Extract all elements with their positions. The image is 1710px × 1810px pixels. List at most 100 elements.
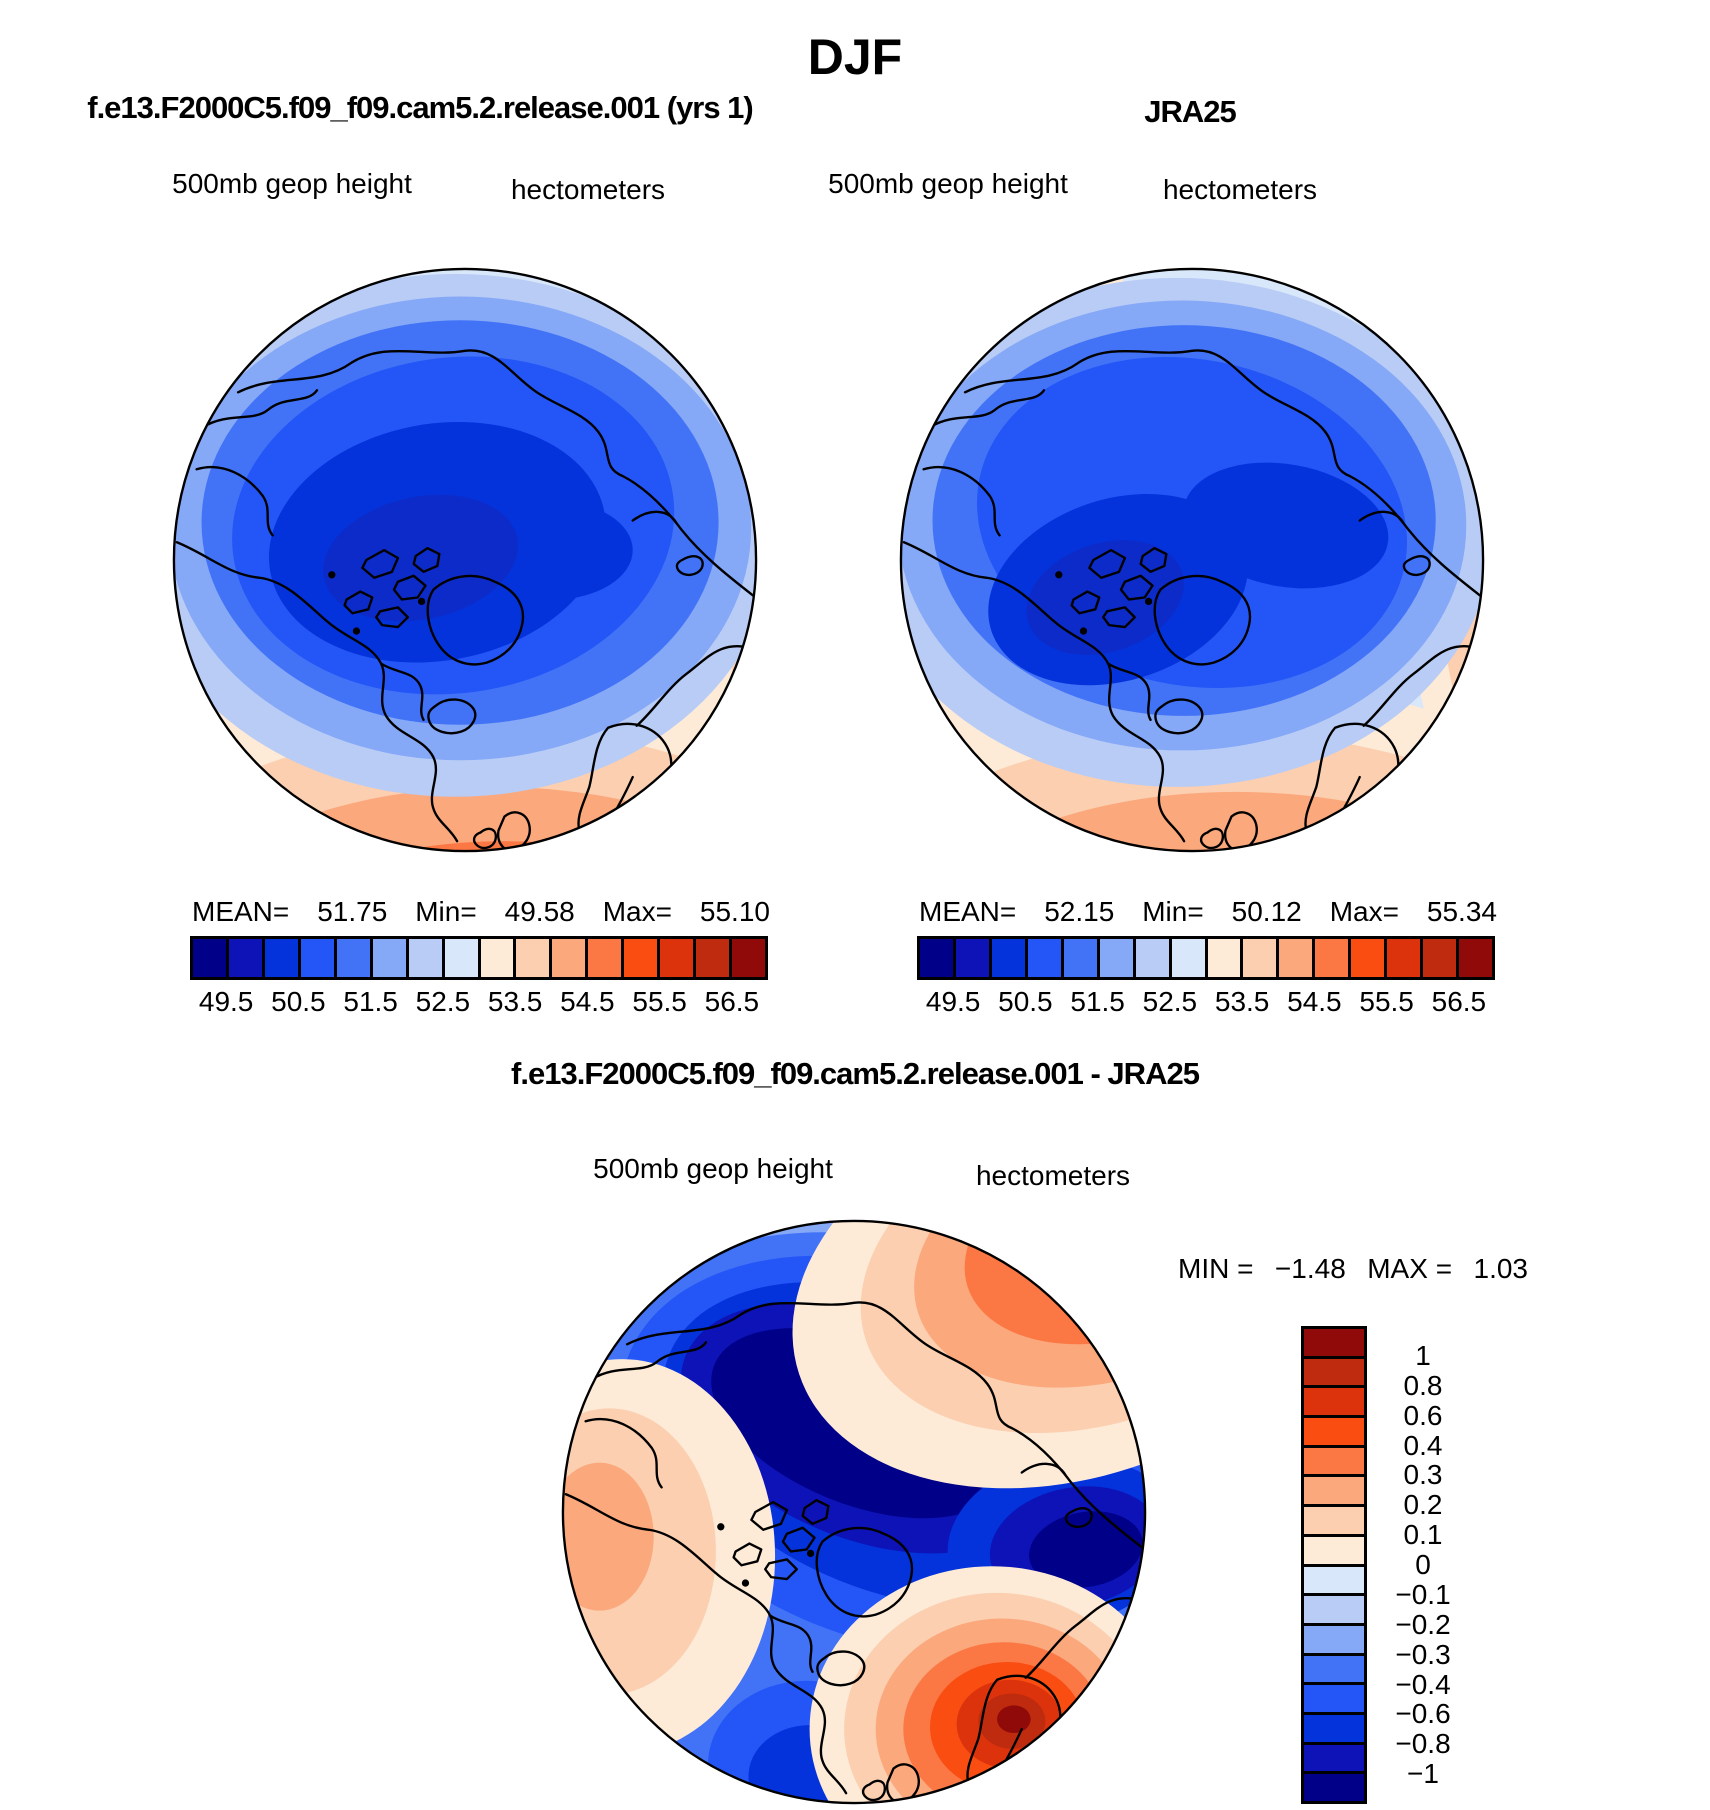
- colorbar-tick-label: 51.5: [343, 986, 398, 1017]
- diff-colorbar: 1 0.8 0.6 0.4 0.3 0.2 0.1 0 −0.1 −0.2 −0.3 −0.4 −0.6…: [1301, 1326, 1451, 1804]
- colorbar-cell: [1304, 1682, 1364, 1712]
- colorbar-cell: [1304, 1563, 1364, 1594]
- model-units-label: hectometers: [510, 174, 666, 205]
- obs-min-value: 50.12: [1231, 896, 1302, 927]
- colorbar-cell: [1304, 1771, 1364, 1801]
- model-min-label: Min=: [415, 896, 477, 927]
- colorbar-cell: [585, 939, 622, 977]
- diff-max-value: 1.03: [1473, 1253, 1529, 1284]
- colorbar-cell: [1060, 939, 1097, 977]
- colorbar-tick-label: −0.6: [1395, 1698, 1451, 1730]
- colorbar-cell: [1168, 939, 1205, 977]
- model-max-label: Max=: [602, 896, 672, 927]
- colorbar-cell: [1276, 939, 1313, 977]
- colorbar-cell: [1304, 1385, 1364, 1416]
- colorbar-tick-label: 1: [1415, 1339, 1431, 1371]
- colorbar-tick-label: 55.5: [632, 986, 687, 1017]
- colorbar-cell: [1096, 939, 1133, 977]
- colorbar-cell: [1304, 1711, 1364, 1742]
- colorbar-tick-label: 0.8: [1403, 1369, 1443, 1401]
- colorbar-tick-label: 52.5: [1142, 986, 1198, 1017]
- diff-max-label: MAX =: [1367, 1253, 1453, 1284]
- colorbar-tick-label: 56.5: [704, 986, 760, 1017]
- colorbar-cell: [1304, 1444, 1364, 1475]
- obs-units-label: hectometers: [1162, 174, 1318, 205]
- obs-field-label: 500mb geop height: [828, 168, 1068, 199]
- colorbar-tick-label: 53.5: [487, 986, 543, 1017]
- colorbar-cell: [1304, 1741, 1364, 1772]
- colorbar-tick-label: −0.8: [1395, 1728, 1451, 1760]
- obs-panel-title: JRA25: [1144, 94, 1237, 129]
- model-map: [172, 267, 758, 853]
- diff-field-label: 500mb geop height: [593, 1153, 833, 1184]
- colorbar-tick-label: −0.3: [1395, 1638, 1451, 1670]
- colorbar-tick-label: 49.5: [198, 986, 254, 1017]
- obs-max-label: Max=: [1329, 896, 1399, 927]
- obs-max-value: 55.34: [1426, 896, 1497, 927]
- obs-contour-field: [900, 268, 1484, 852]
- colorbar-cell: [261, 939, 298, 977]
- colorbar-cell: [549, 939, 586, 977]
- colorbar-cell: [1304, 1504, 1364, 1534]
- page-title: DJF: [807, 29, 903, 85]
- colorbar-cell: [1304, 1474, 1364, 1505]
- colorbar-cell: [657, 939, 694, 977]
- colorbar-tick-label: 54.5: [560, 986, 615, 1017]
- colorbar-cell: [1312, 939, 1349, 977]
- colorbar-cell: [1456, 939, 1492, 977]
- colorbar-cell: [1132, 939, 1169, 977]
- colorbar-cell: [193, 939, 226, 977]
- diff-units-label: hectometers: [975, 1160, 1131, 1191]
- obs-mean-value: 52.15: [1044, 896, 1115, 927]
- colorbar-tick-label: 0.4: [1403, 1429, 1443, 1461]
- model-mean-label: MEAN=: [192, 896, 290, 927]
- colorbar-cell: [1304, 1593, 1364, 1623]
- model-panel-title: f.e13.F2000C5.f09_f09.cam5.2.release.001…: [87, 90, 754, 125]
- colorbar-cell: [952, 939, 989, 977]
- obs-min-label: Min=: [1142, 896, 1204, 927]
- obs-mean-label: MEAN=: [919, 896, 1017, 927]
- colorbar-cell: [693, 939, 730, 977]
- colorbar-tick-label: 53.5: [1214, 986, 1270, 1017]
- colorbar-tick-label: −0.2: [1395, 1608, 1451, 1640]
- colorbar-cell: [1420, 939, 1457, 977]
- colorbar-tick-label: −1: [1407, 1758, 1439, 1790]
- colorbar-cell: [405, 939, 442, 977]
- colorbar-cell: [225, 939, 262, 977]
- model-contour-field: [173, 268, 757, 852]
- colorbar-cell: [477, 939, 514, 977]
- colorbar-tick-label: 50.5: [271, 986, 326, 1017]
- colorbar-tick-label: −0.4: [1395, 1668, 1451, 1700]
- colorbar-tick-label: 0.2: [1403, 1489, 1443, 1521]
- diff-contour-field: [562, 1220, 1146, 1804]
- colorbar-cell: [297, 939, 334, 977]
- diff-min-value: −1.48: [1274, 1253, 1346, 1284]
- colorbar-cell: [1240, 939, 1277, 977]
- obs-colorbar: 49.5 50.5 51.5 52.5 53.5 54.5 55.5 56.5: [917, 936, 1495, 1020]
- colorbar-tick-labels: 49.5 50.5 51.5 52.5 53.5 54.5 55.5 56.5: [190, 980, 768, 1020]
- colorbar-cell: [1204, 939, 1241, 977]
- colorbar-tick-label: 50.5: [998, 986, 1053, 1017]
- colorbar-tick-label: 49.5: [925, 986, 981, 1017]
- colorbar-tick-label: −0.1: [1395, 1578, 1451, 1610]
- obs-stats: MEAN= 52.15 Min= 50.12 Max= 55.34: [919, 896, 1497, 928]
- model-max-value: 55.10: [699, 896, 770, 927]
- obs-map: [899, 267, 1485, 853]
- colorbar-cell: [513, 939, 550, 977]
- colorbar-cell: [621, 939, 658, 977]
- colorbar-cell: [333, 939, 370, 977]
- colorbar-tick-labels: 49.5 50.5 51.5 52.5 53.5 54.5 55.5 56.5: [917, 980, 1495, 1020]
- diff-stats: MIN = −1.48 MAX = 1.03: [1178, 1253, 1528, 1285]
- colorbar-tick-label: 0.3: [1403, 1459, 1443, 1491]
- model-colorbar: 49.5 50.5 51.5 52.5 53.5 54.5 55.5 56.5: [190, 936, 768, 1020]
- colorbar-cell: [729, 939, 765, 977]
- colorbar-tick-label: 0.6: [1403, 1399, 1443, 1431]
- model-stats: MEAN= 51.75 Min= 49.58 Max= 55.10: [192, 896, 770, 928]
- colorbar-cell: [1348, 939, 1385, 977]
- colorbar-cell: [1304, 1355, 1364, 1386]
- diff-map: [561, 1219, 1147, 1805]
- colorbar-cell: [1304, 1329, 1364, 1356]
- diff-min-label: MIN =: [1178, 1253, 1254, 1284]
- colorbar-tick-label: 54.5: [1287, 986, 1342, 1017]
- colorbar-cell: [441, 939, 478, 977]
